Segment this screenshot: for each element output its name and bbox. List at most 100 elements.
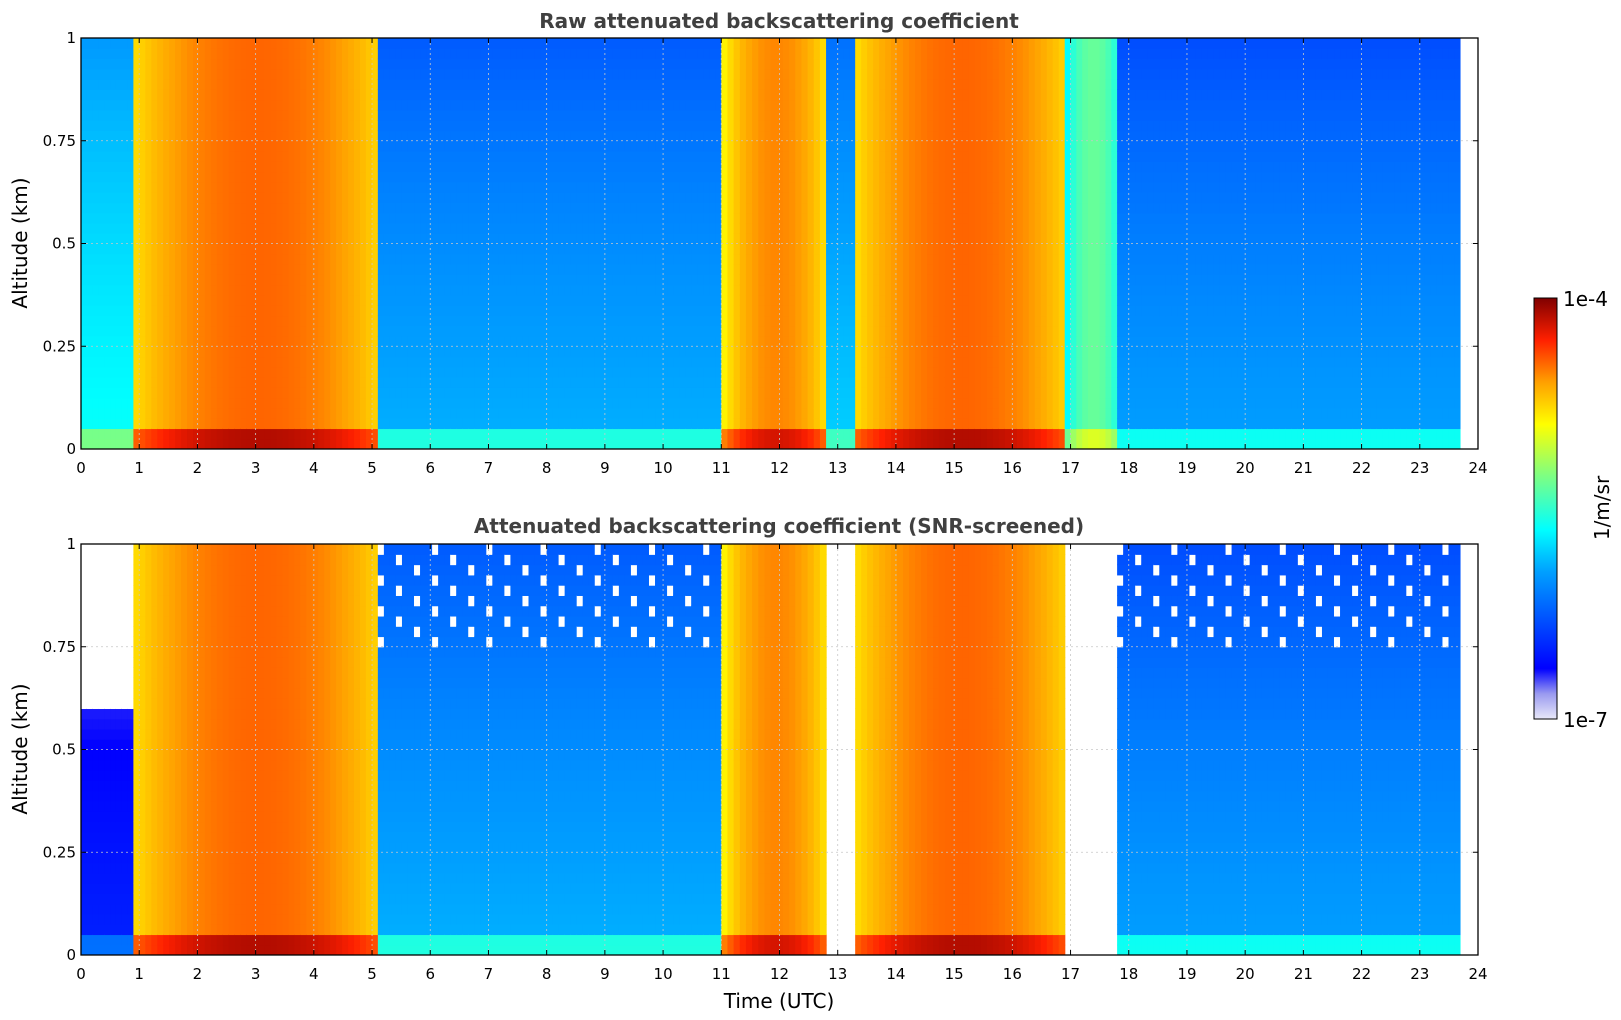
panel1-heatmap-cell (498, 171, 505, 183)
panel1-heatmap-cell (401, 366, 409, 378)
panel1-heatmap-cell (733, 109, 741, 121)
panel1-heatmap-cell (582, 387, 590, 399)
panel1-heatmap-cell (258, 284, 266, 296)
panel1-heatmap-cell (612, 418, 620, 430)
panel1-heatmap-cell (782, 325, 790, 337)
panel1-heatmap-cell (667, 233, 674, 245)
panel1-heatmap-cell (624, 109, 632, 121)
panel1-heatmap-cell (246, 315, 254, 327)
panel1-heatmap-cell (420, 161, 427, 173)
panel1-heatmap-cell (175, 58, 182, 70)
panel1-heatmap-cell (758, 140, 766, 152)
panel1-heatmap-cell (258, 48, 266, 60)
panel1-heatmap-cell (606, 346, 614, 358)
panel1-heatmap-cell (121, 161, 129, 173)
panel1-heatmap-cell (709, 356, 716, 368)
panel1-heatmap-cell (395, 428, 403, 440)
panel1-heatmap-cell (204, 58, 212, 70)
panel1-heatmap-cell (336, 366, 343, 378)
panel1-heatmap-cell (110, 315, 117, 327)
panel1-heatmap-cell (414, 418, 421, 430)
panel1-heatmap-cell (324, 243, 331, 255)
panel1-heatmap-cell (324, 68, 331, 80)
panel1-heatmap-cell (795, 387, 803, 399)
panel1-heatmap-cell (444, 130, 451, 142)
panel1-heatmap-cell (782, 438, 790, 449)
panel1-heatmap-cell (86, 58, 94, 70)
panel1-heatmap-cell (570, 109, 578, 121)
panel1-heatmap-cell (594, 58, 602, 70)
panel1-heatmap-cell (576, 79, 584, 90)
panel1-heatmap-cell (444, 181, 451, 193)
panel1-heatmap-cell (789, 253, 796, 265)
panel1-heatmap-cell (498, 212, 505, 224)
panel1-heatmap-cell (764, 130, 772, 142)
panel1-heatmap-cell (306, 99, 313, 111)
panel1-heatmap-cell (468, 192, 475, 204)
panel1-heatmap-cell (528, 397, 536, 409)
panel1-heatmap-cell (420, 68, 427, 80)
panel1-heatmap-cell (169, 315, 176, 327)
panel1-heatmap-cell (210, 171, 218, 183)
panel1-heatmap-cell (588, 151, 596, 162)
panel1-heatmap-cell (354, 335, 361, 347)
panel1-heatmap-cell (86, 366, 94, 378)
panel1-heatmap-cell (534, 305, 542, 317)
panel1-heatmap-cell (564, 151, 572, 162)
panel1-heatmap-cell (703, 346, 710, 358)
panel1-heatmap-cell (246, 397, 254, 409)
panel1-heatmap-cell (342, 79, 349, 90)
panel1-heatmap-cell (110, 294, 117, 306)
panel1-heatmap-cell (492, 48, 499, 60)
panel1-heatmap-cell (691, 294, 698, 306)
panel1-heatmap-cell (365, 315, 373, 327)
panel1-heatmap-cell (312, 407, 319, 419)
panel1-heatmap-cell (661, 38, 668, 49)
panel1-heatmap-cell (181, 89, 188, 101)
panel1-heatmap-cell (395, 120, 403, 132)
panel1-heatmap-cell (450, 120, 457, 132)
panel1-heatmap-cell (324, 38, 331, 49)
panel1-heatmap-cell (697, 305, 704, 317)
panel1-heatmap-cell (528, 366, 536, 378)
panel1-heatmap-cell (576, 377, 584, 388)
panel1-heatmap-cell (377, 418, 385, 430)
panel1-heatmap-cell (210, 407, 218, 419)
panel1-heatmap-cell (157, 274, 164, 286)
panel1-heatmap-cell (468, 418, 475, 430)
panel1-heatmap-cell (594, 346, 602, 358)
panel1-heatmap-cell (115, 38, 123, 49)
panel1-heatmap-cell (776, 161, 784, 173)
panel1-heatmap-cell (359, 233, 367, 245)
panel1-heatmap-cell (336, 212, 343, 224)
panel1-heatmap-cell (789, 222, 796, 234)
panel1-heatmap-cell (776, 387, 784, 399)
panel1-heatmap-cell (697, 38, 704, 49)
panel1-heatmap-cell (306, 161, 313, 173)
panel1-heatmap-cell (474, 99, 481, 111)
panel1-heatmap-cell (450, 140, 457, 152)
panel1-heatmap-cell (169, 253, 176, 265)
panel1-heatmap-cell (216, 335, 224, 347)
panel1-heatmap-cell (264, 294, 272, 306)
panel1-heatmap-cell (673, 428, 680, 440)
panel1-heatmap-cell (438, 120, 445, 132)
panel1-heatmap-cell (98, 407, 105, 419)
panel1-heatmap-cell (721, 284, 729, 296)
panel1-heatmap-cell (721, 99, 729, 111)
panel1-heatmap-cell (294, 253, 301, 265)
panel1-heatmap-cell (612, 58, 620, 70)
panel1-heatmap-cell (270, 274, 278, 286)
panel1-heatmap-cell (819, 253, 827, 265)
panel1-heatmap-cell (770, 253, 778, 265)
panel1-heatmap-cell (630, 202, 638, 214)
panel1-heatmap-cell (474, 264, 481, 275)
panel1-heatmap-cell (564, 325, 572, 337)
panel1-heatmap-cell (528, 109, 536, 121)
panel1-heatmap-cell (169, 38, 176, 49)
panel1-heatmap-cell (606, 212, 614, 224)
panel1-heatmap-cell (246, 202, 254, 214)
panel1-heatmap-cell (813, 243, 821, 255)
panel1-heatmap-cell (330, 305, 337, 317)
panel1-heatmap-cell (276, 233, 284, 245)
